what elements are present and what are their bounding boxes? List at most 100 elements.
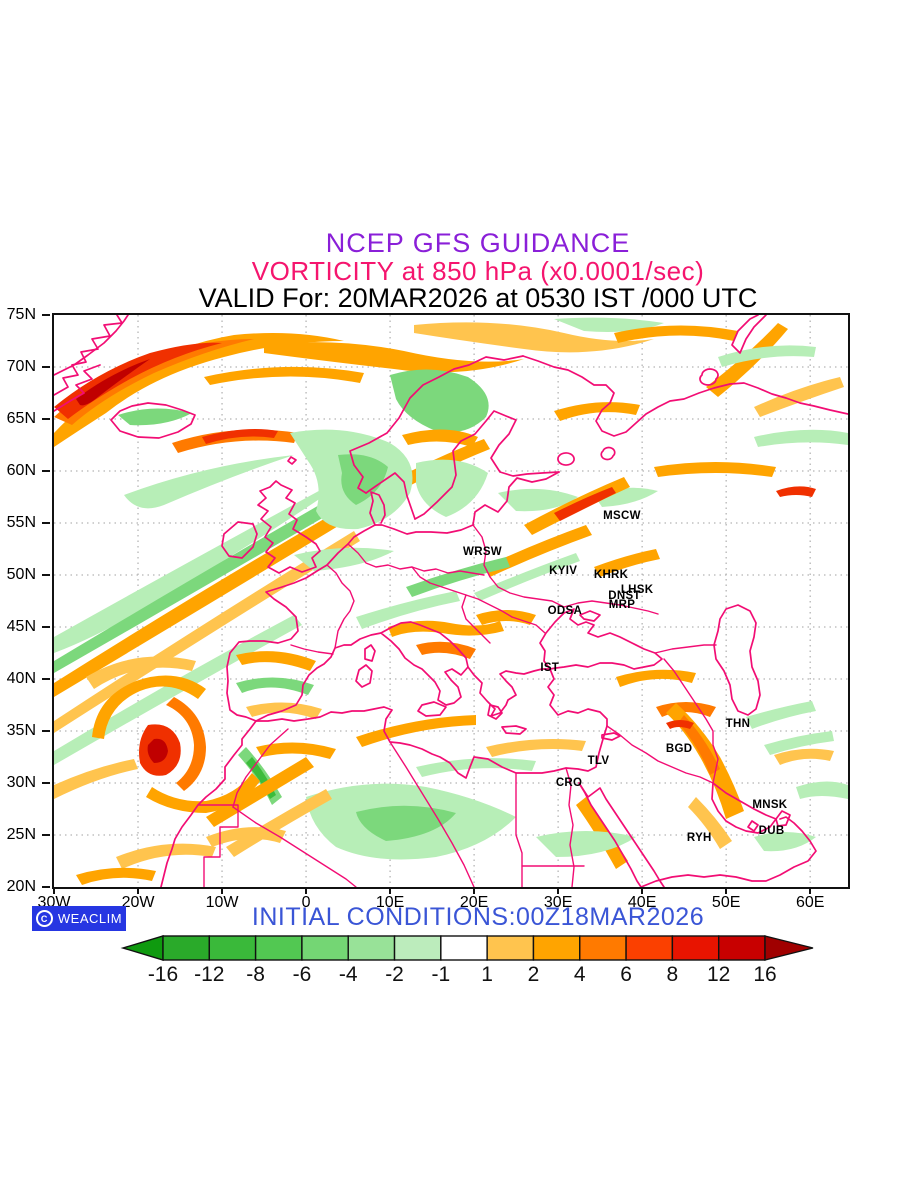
lat-tick-label: 75N <box>6 306 36 323</box>
lat-tick-mark <box>42 834 50 836</box>
lat-tick-mark <box>42 626 50 628</box>
colorbar-tick-label: -12 <box>194 963 224 986</box>
map-area: MSCW WRSW KYIV KHRK LHSK DNST MRP ODSA IST THN BGD… <box>52 313 850 889</box>
colorbar-segment <box>625 935 674 961</box>
colorbar-segment <box>347 935 396 961</box>
longitude-axis: 30W 20W 10W 0 10E 20E 30E 40E 50E 60E <box>38 887 850 915</box>
lat-tick-mark <box>42 730 50 732</box>
lon-tick-mark <box>53 887 55 894</box>
lon-tick-label: 40E <box>627 894 657 911</box>
lon-tick-label: 60E <box>795 894 825 911</box>
lat-tick-mark <box>42 886 50 888</box>
latitude-axis: 75N 70N 65N 60N 55N 50N 45N 40N 35N 30N 25N 20N <box>0 306 52 895</box>
colorbar-segment <box>671 935 720 961</box>
lon-tick-mark <box>641 887 644 894</box>
city-label-thn: THN <box>725 717 751 730</box>
colorbar-tick-label: -4 <box>339 963 358 986</box>
colorbar-tick-label: -6 <box>293 963 312 986</box>
colorbar: -16 -12 -8 -6 -4 -2 -1 1 2 4 6 8 12 16 <box>118 933 818 989</box>
weaclim-logo: C WEACLIM <box>32 906 126 931</box>
colorbar-segment <box>486 935 535 961</box>
city-label-tlv: TLV <box>587 755 610 768</box>
lat-tick-label: 70N <box>6 358 36 375</box>
lat-tick-label: 20N <box>6 878 36 895</box>
lat-tick-label: 55N <box>6 514 36 531</box>
map-canvas <box>54 315 848 887</box>
colorbar-segment <box>579 935 627 961</box>
lat-tick-mark <box>42 314 50 316</box>
city-label-kyiv: KYIV <box>549 564 578 577</box>
colorbar-arrow <box>764 935 814 961</box>
colorbar-tick-label: -16 <box>148 963 178 986</box>
city-label-wrsw: WRSW <box>463 546 502 559</box>
lat-tick-mark <box>42 418 50 420</box>
city-label-ist: IST <box>540 661 560 674</box>
city-label-bgd: BGD <box>665 742 693 755</box>
city-label-ryh: RYH <box>686 832 712 845</box>
lon-tick-mark <box>305 887 308 894</box>
lat-tick-label: 65N <box>6 410 36 427</box>
page-title: NCEP GFS GUIDANCE <box>325 228 631 258</box>
colorbar-segment <box>254 935 303 961</box>
lon-tick-label: 0 <box>301 894 311 911</box>
colorbar-arrow <box>120 935 164 961</box>
colorbar-tick-label: 1 <box>481 963 493 986</box>
city-label-lhsk: LHSK <box>620 583 654 596</box>
lon-tick-mark <box>137 887 140 894</box>
vorticity-contours <box>54 317 848 885</box>
lon-tick-mark <box>473 887 476 894</box>
city-label-mscw: MSCW <box>603 509 641 522</box>
colorbar-tick-label: 6 <box>620 963 632 986</box>
lat-tick-mark <box>42 522 50 524</box>
lon-tick-label: 30E <box>543 894 573 911</box>
colorbar-tick-label: -8 <box>246 963 265 986</box>
lat-tick-label: 45N <box>6 618 36 635</box>
colorbar-segment <box>162 935 211 961</box>
lat-tick-mark <box>42 678 50 680</box>
lon-tick-mark <box>389 887 392 894</box>
subtitle-parameter: VORTICITY at 850 hPa (x0.0001/sec) <box>251 256 705 286</box>
colorbar-segment <box>301 935 349 961</box>
colorbar-tick-label: -2 <box>385 963 404 986</box>
lat-tick-mark <box>42 366 50 368</box>
copyright-icon: C <box>35 910 53 927</box>
colorbar-scale: -16 -12 -8 -6 -4 -2 -1 1 2 4 6 8 12 16 <box>120 935 814 986</box>
city-label-dub: DUB <box>758 824 785 837</box>
colorbar-tick-label: 8 <box>667 963 679 986</box>
city-label-cro: CRO <box>555 777 583 789</box>
lon-tick-label: 10W <box>205 894 239 911</box>
lon-tick-label: 20W <box>121 894 155 911</box>
lat-tick-mark <box>42 470 50 472</box>
lon-tick-label: 10E <box>375 894 405 911</box>
lat-tick-label: 35N <box>6 722 36 739</box>
lon-tick-mark <box>557 887 560 894</box>
colorbar-segment <box>440 935 488 961</box>
valid-time-line: VALID For: 20MAR2026 at 0530 IST /000 UT… <box>198 283 758 313</box>
lon-tick-label: 20E <box>459 894 489 911</box>
lat-tick-label: 60N <box>6 462 36 479</box>
lon-tick-mark <box>221 887 224 894</box>
lon-tick-mark <box>725 887 728 894</box>
city-label-dnst: DNST <box>608 589 641 602</box>
colorbar-segment <box>208 935 257 961</box>
city-label-mrp: MRP <box>608 599 636 612</box>
logo-text: WEACLIM <box>57 911 123 926</box>
lon-tick-label: 50E <box>711 894 741 911</box>
colorbar-tick-label: 16 <box>753 963 776 986</box>
lat-tick-label: 25N <box>6 826 36 843</box>
colorbar-tick-label: 12 <box>707 963 730 986</box>
colorbar-tick-label: -1 <box>432 963 451 986</box>
lat-tick-label: 50N <box>6 566 36 583</box>
colorbar-tick-label: 4 <box>574 963 586 986</box>
lon-tick-mark <box>809 887 812 894</box>
colorbar-segment <box>393 935 442 961</box>
colorbar-tick-label: 2 <box>528 963 540 986</box>
city-label-mnsk: MNSK <box>752 798 788 811</box>
lat-tick-label: 40N <box>6 670 36 687</box>
colorbar-segment <box>717 935 766 961</box>
initial-conditions-line: INITIAL CONDITIONS:00Z18MAR2026 <box>251 903 705 931</box>
city-label-odsa: ODSA <box>547 605 583 618</box>
lat-tick-mark <box>42 574 50 576</box>
coastlines <box>54 315 848 887</box>
